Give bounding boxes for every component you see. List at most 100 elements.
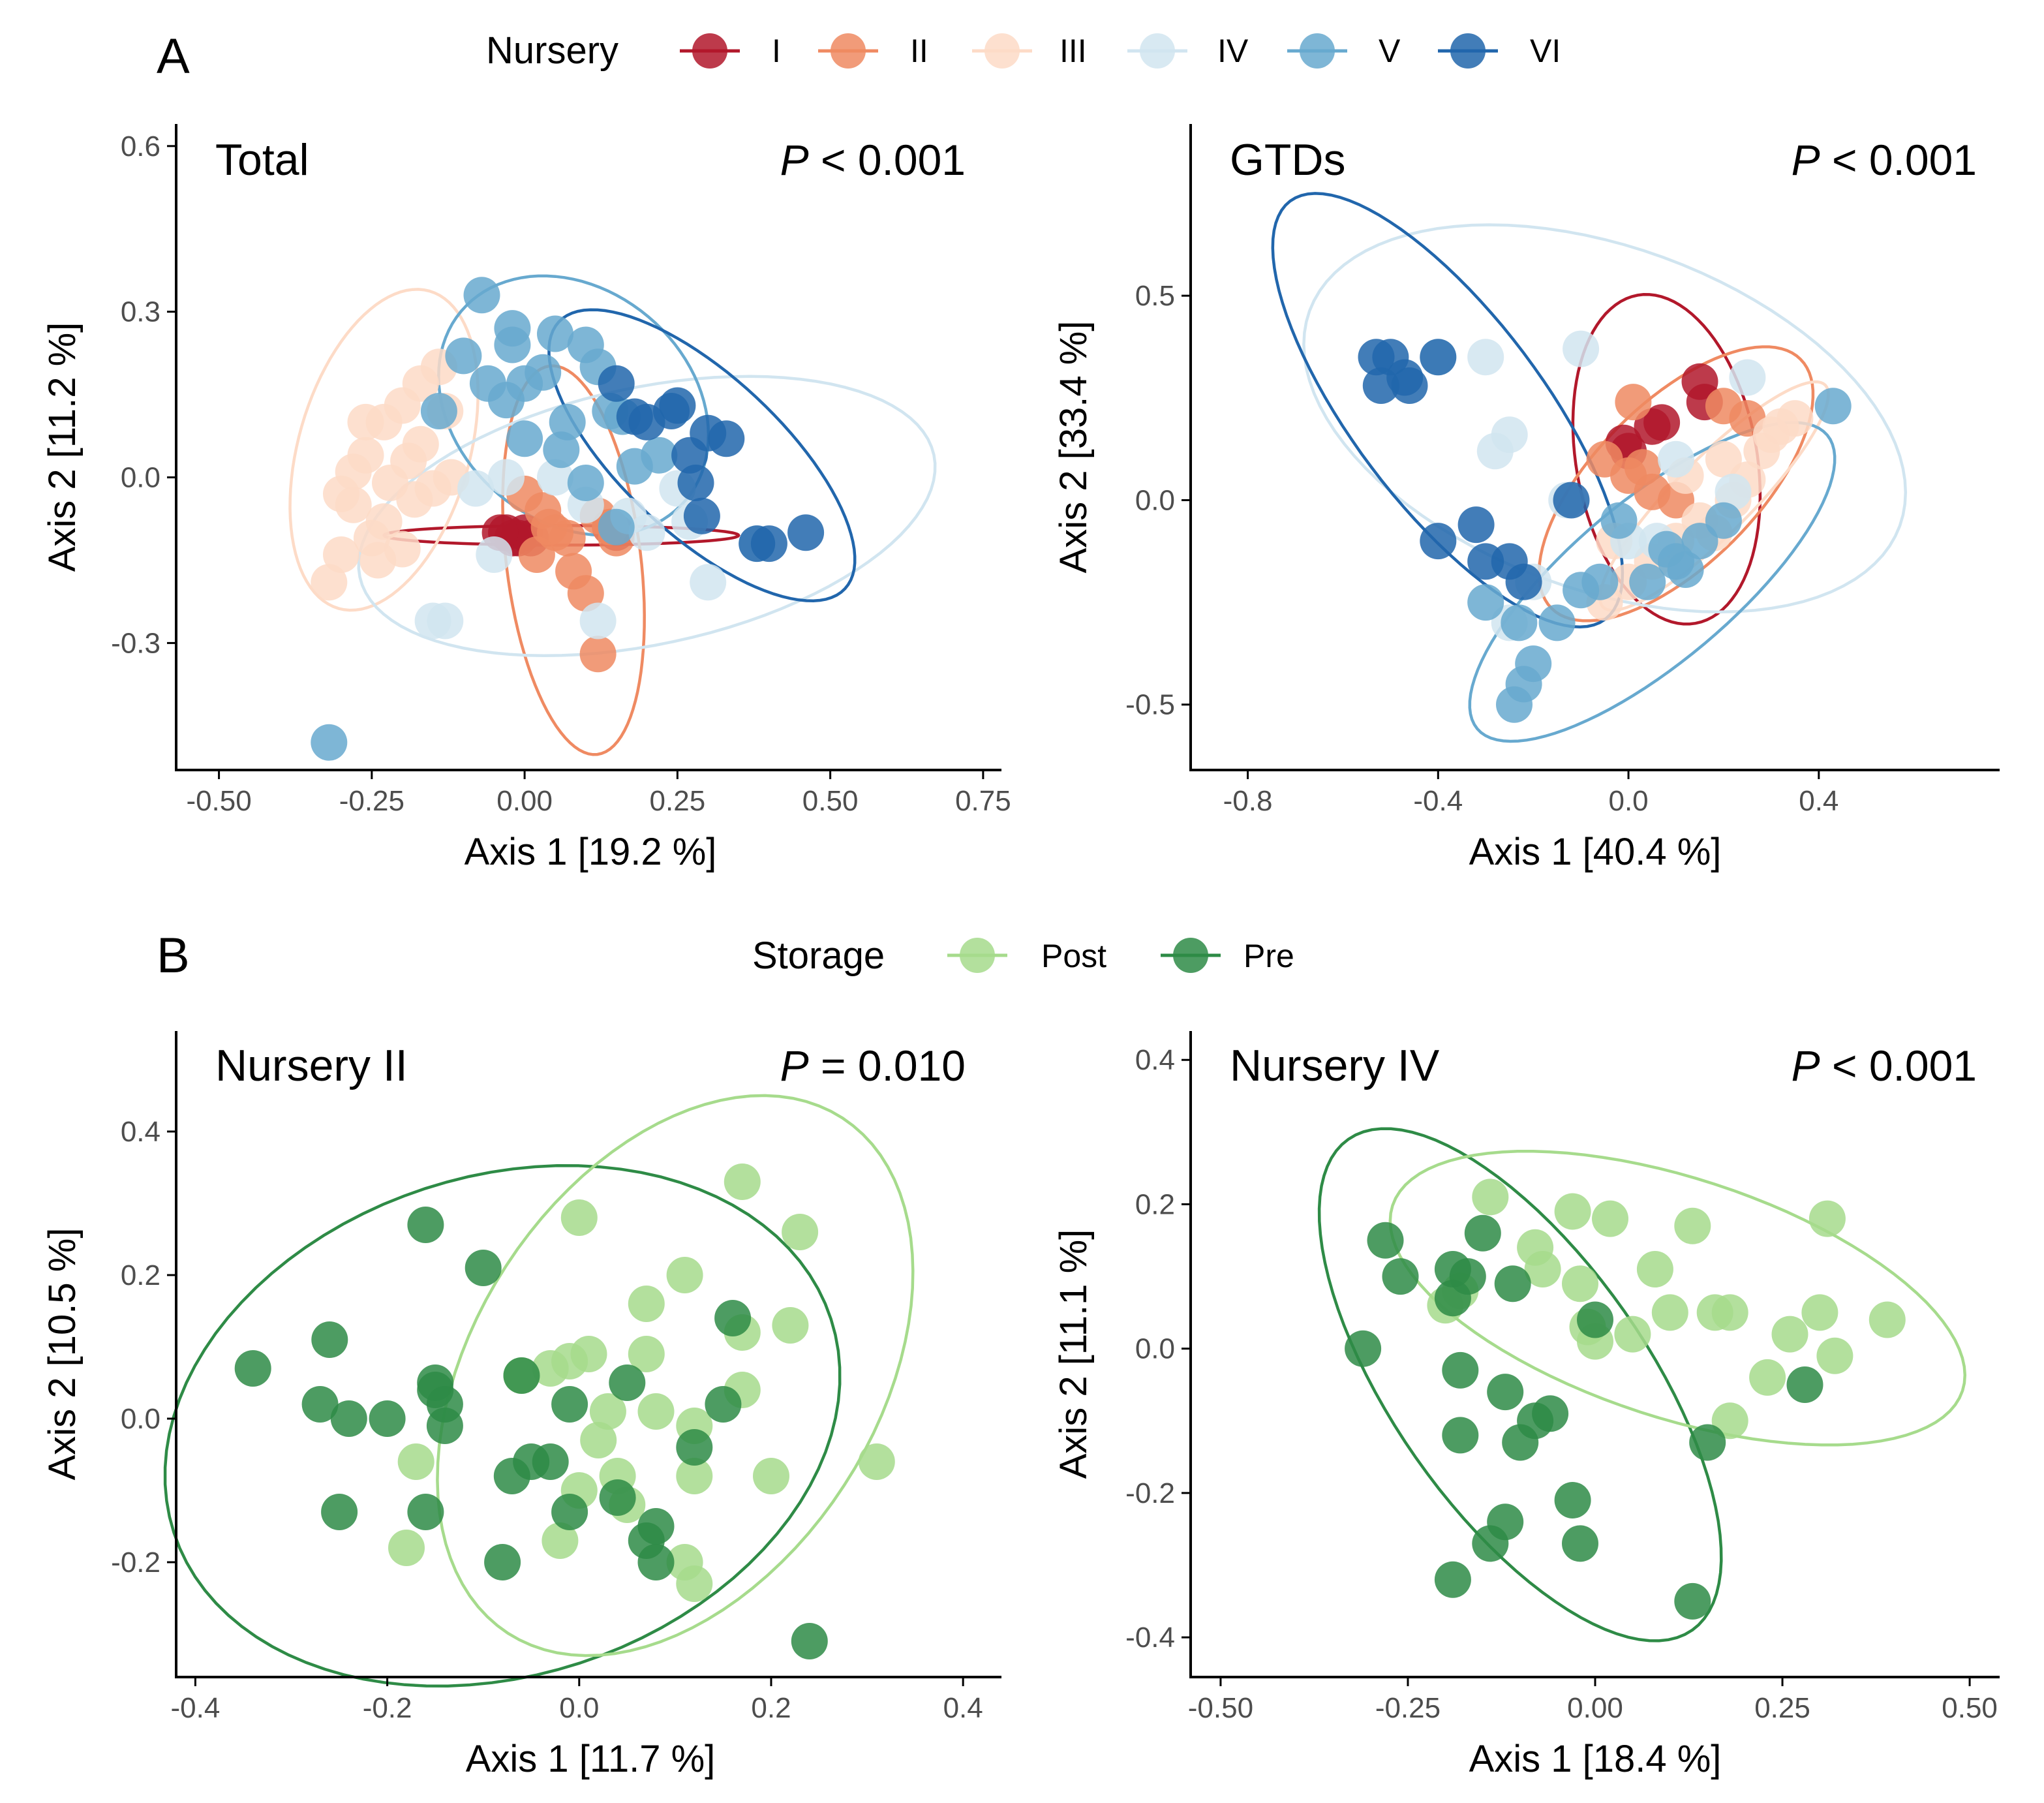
ellipse-iv [1302, 223, 1908, 614]
x-tick-label: -0.2 [363, 1692, 412, 1724]
point-pre [1689, 1424, 1726, 1461]
point-iv [457, 470, 495, 507]
x-tick-label: -0.25 [339, 785, 404, 817]
point-post [560, 1199, 598, 1236]
x-tick-label: 0.0 [559, 1692, 599, 1724]
nursery-legend-label-vi: VI [1530, 33, 1561, 69]
p-value-text: < 0.001 [1820, 136, 1977, 184]
ellipse-v [1468, 421, 1837, 743]
point-iv [1476, 433, 1514, 470]
point-post [1771, 1316, 1808, 1353]
ellipse-post [1388, 1150, 1967, 1447]
x-axis-ticks: -0.50 -0.25 0.00 0.25 0.50 0.75 [186, 770, 1011, 817]
point-ii [1615, 384, 1652, 421]
y-axis-ticks: -0.4 -0.2 0.0 0.2 0.4 [1125, 1044, 1191, 1654]
point-v [549, 403, 586, 440]
point-pre [637, 1544, 675, 1580]
y-tick-label: -0.5 [1125, 689, 1175, 721]
y-tick-label: 0.3 [121, 296, 160, 328]
x-tick-label: -0.8 [1223, 785, 1273, 817]
x-axis-ticks: -0.8 -0.4 0.0 0.4 [1223, 770, 1838, 817]
point-pre [301, 1386, 339, 1423]
p-value-text: < 0.001 [1820, 1041, 1977, 1090]
series-v [311, 277, 678, 761]
point-v [1515, 645, 1552, 683]
point-vi [1457, 506, 1495, 544]
x-tick-label: 0.00 [496, 785, 553, 817]
point-pre [465, 1250, 502, 1286]
point-v [1681, 523, 1718, 560]
point-vi [1505, 563, 1542, 600]
point-post [1614, 1316, 1651, 1353]
point-vi [1391, 367, 1428, 404]
point-vi [671, 437, 709, 474]
point-pre [1442, 1351, 1479, 1389]
p-value-annotation: P < 0.001 [1792, 1041, 1977, 1090]
point-v [1629, 563, 1666, 600]
point-v [1705, 502, 1742, 539]
y-axis-label: Axis 2 [11.1 %] [1052, 1229, 1095, 1479]
point-iii [396, 481, 433, 518]
point-pre [1502, 1424, 1539, 1461]
x-tick-label: 0.2 [751, 1692, 791, 1724]
x-tick-label: 0.4 [943, 1692, 983, 1724]
point-pre [407, 1494, 444, 1530]
p-value-annotation: P < 0.001 [1792, 136, 1977, 184]
point-vi [677, 465, 714, 501]
series-v [1467, 388, 1852, 723]
point-post [666, 1257, 703, 1293]
point-i [1634, 408, 1671, 445]
point-post [1711, 1402, 1748, 1440]
point-iv [1563, 330, 1600, 367]
point-iii [402, 425, 439, 463]
point-v [1538, 604, 1576, 641]
point-post [1674, 1207, 1711, 1244]
point-post [397, 1443, 435, 1480]
point-pre [484, 1544, 521, 1580]
sample-points [311, 277, 825, 761]
y-tick-label: -0.4 [1125, 1622, 1175, 1654]
point-vi [708, 420, 745, 457]
point-pre [234, 1350, 271, 1387]
point-post [637, 1393, 675, 1430]
axis-lines [1189, 1031, 2000, 1678]
legend-key-marker [960, 938, 995, 973]
point-v [567, 465, 604, 501]
y-axis-ticks: -0.2 0.0 0.2 0.4 [111, 1116, 176, 1579]
x-tick-label: 0.50 [802, 785, 859, 817]
storage-legend-title: Storage [752, 934, 885, 977]
y-tick-label: -0.3 [111, 627, 160, 659]
nursery-legend-key-vi [1438, 33, 1498, 69]
point-vi [750, 525, 787, 562]
nursery-legend-label-iii: III [1060, 33, 1087, 69]
point-post [628, 1336, 665, 1372]
sample-points [1345, 1179, 1906, 1620]
point-v [1648, 531, 1685, 568]
point-iii [1705, 440, 1742, 478]
x-tick-label: -0.25 [1375, 1692, 1441, 1724]
point-post [1592, 1200, 1628, 1237]
point-v [598, 508, 635, 546]
point-pre [599, 1479, 636, 1516]
point-post [782, 1214, 819, 1250]
ellipse-iv [357, 375, 937, 658]
point-post [1816, 1337, 1853, 1374]
gtds-ordination-plot: -0.8 -0.4 0.0 0.4 -0.5 0.0 0.5 GTDs P < 0.001… [1052, 124, 2000, 873]
point-ii [530, 508, 568, 546]
point-pre [1674, 1582, 1711, 1620]
point-pre [1494, 1265, 1531, 1302]
x-tick-label: -0.4 [1413, 785, 1463, 817]
point-pre [1382, 1258, 1419, 1295]
y-tick-label: 0.2 [1135, 1188, 1175, 1220]
y-tick-label: 0.4 [121, 1116, 160, 1148]
point-vi [1420, 339, 1457, 376]
nursery-legend-key-iii [972, 33, 1032, 69]
p-value-text: = 0.010 [809, 1041, 966, 1090]
y-axis-label: Axis 2 [11.2 %] [41, 322, 84, 572]
y-axis-ticks: -0.5 0.0 0.5 [1125, 280, 1191, 721]
point-pre [1345, 1330, 1382, 1367]
series-vi [1358, 339, 1590, 600]
x-axis-label: Axis 1 [11.7 %] [466, 1738, 716, 1780]
point-pre [705, 1386, 742, 1423]
point-iii [311, 564, 348, 601]
